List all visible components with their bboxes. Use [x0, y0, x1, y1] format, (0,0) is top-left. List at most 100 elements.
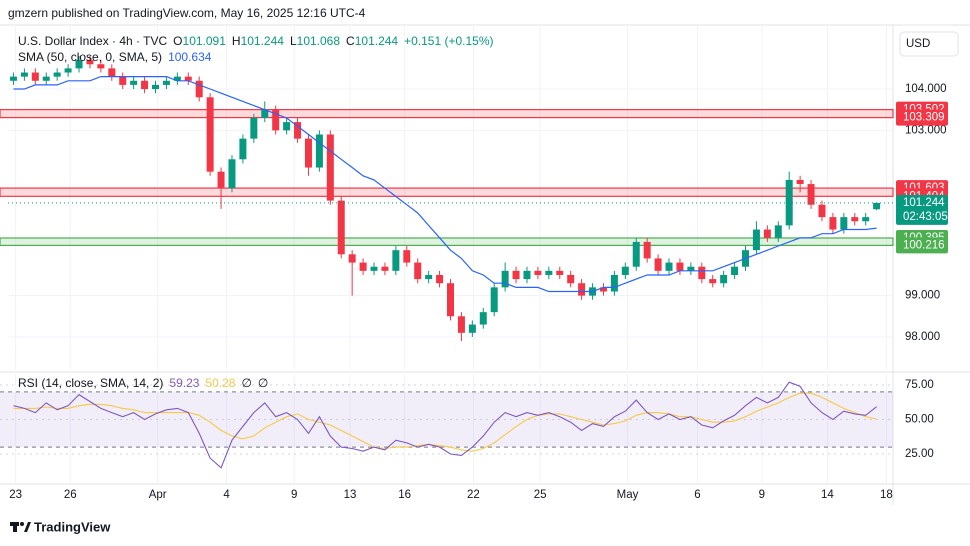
candle-body: [479, 312, 487, 325]
legend-text: +0.151 (+0.15%): [404, 34, 493, 48]
x-tick-label: 13: [344, 489, 357, 501]
legend-text: 100.634: [168, 50, 212, 64]
candle-body: [162, 80, 170, 85]
candle-body: [610, 274, 618, 292]
candle-body: [239, 138, 247, 160]
candle-body: [381, 266, 389, 271]
candle-body: [643, 241, 651, 259]
candle-body: [31, 72, 39, 81]
candle-body: [840, 217, 848, 230]
candle-body: [152, 84, 159, 90]
price-tag: [896, 237, 948, 254]
y-tick-label: 99.000: [905, 290, 940, 302]
candle-body: [621, 266, 629, 275]
rsi-tick-label: 75.00: [905, 379, 934, 391]
legend-text: 101.091: [183, 34, 227, 48]
candle-body: [687, 266, 695, 271]
candle-body: [665, 262, 673, 271]
candle-body: [599, 287, 607, 292]
candle-body: [370, 266, 378, 271]
candle-body: [283, 122, 291, 131]
x-tick-label: 9: [291, 489, 297, 501]
candle-body: [206, 97, 214, 172]
legend-text: 101.068: [297, 34, 341, 48]
x-tick-label: May: [617, 489, 639, 501]
candle-body: [184, 76, 192, 81]
legend-text: ∅: [241, 376, 251, 390]
candle-body: [86, 60, 94, 65]
candle-body: [490, 287, 498, 313]
logo-dot: [20, 522, 24, 526]
candle-body: [567, 274, 575, 284]
candle-body: [436, 274, 444, 284]
candle-body: [709, 279, 717, 284]
candle-body: [807, 184, 815, 205]
legend-text: 50.28: [205, 376, 235, 390]
currency-button[interactable]: [899, 31, 959, 57]
candle-body: [315, 134, 323, 168]
candle-body: [64, 68, 72, 73]
price-tag: [896, 194, 948, 225]
zone: [0, 109, 894, 119]
candle-body: [523, 270, 531, 280]
legend-text: ∅: [258, 376, 268, 390]
rsi-line: [13, 381, 877, 469]
candle-body: [195, 80, 203, 98]
logo-stem: [13, 522, 17, 532]
candle-body: [796, 179, 804, 185]
x-tick-label: Apr: [149, 489, 167, 501]
candle-body: [654, 258, 662, 271]
candle-body: [403, 250, 411, 263]
candle-body: [632, 241, 640, 267]
brand: TradingView: [34, 519, 111, 534]
candle-body: [217, 171, 225, 189]
logo: [10, 522, 31, 532]
candle-body: [578, 283, 586, 296]
candle-body: [731, 266, 739, 275]
candle-body: [20, 72, 28, 77]
x-tick-label: 9: [759, 489, 765, 501]
legend-text: L: [290, 34, 297, 48]
candle-body: [304, 138, 312, 168]
candle-body: [392, 250, 400, 271]
countdown: 02:43:05: [903, 211, 948, 223]
legend-text: O: [173, 34, 182, 48]
legend-text: 59.23: [169, 376, 199, 390]
x-tick-label: 16: [398, 489, 411, 501]
candle-body: [348, 254, 356, 263]
plot: [0, 55, 894, 469]
candle-body: [425, 274, 433, 280]
candle-body: [130, 80, 138, 85]
candle-body: [261, 109, 269, 118]
candle-body: [829, 217, 837, 230]
candle-body: [326, 134, 334, 201]
candle-body: [534, 270, 542, 275]
zone: [0, 187, 894, 197]
candle-body: [53, 72, 61, 77]
candle-body: [42, 76, 50, 81]
candle-body: [119, 76, 127, 85]
rsi-tick-label: 50.00: [905, 414, 934, 426]
candle-body: [97, 64, 105, 69]
candle-body: [414, 262, 422, 280]
candle-body: [774, 225, 782, 238]
x-tick-label: 22: [467, 489, 480, 501]
candle-body: [457, 316, 465, 333]
candle-body: [272, 109, 280, 131]
candle-body: [9, 76, 17, 81]
y-tick-label: 104.000: [905, 83, 947, 95]
candle-body: [337, 200, 345, 255]
y-tick-label: 98.000: [905, 331, 940, 343]
candle-body: [873, 202, 881, 210]
legend-text: 101.244: [241, 34, 285, 48]
x-tick-label: 26: [64, 489, 77, 501]
candle-body: [763, 229, 771, 238]
legend-text: U.S. Dollar Index · 4h · TVC: [18, 34, 167, 48]
axis: 23 26 Apr 4 9 13 16 22 25 May 6 9 14 18 104.000 103.000…: [9, 83, 948, 501]
currency[interactable]: USD: [906, 38, 930, 50]
candle-body: [862, 217, 870, 222]
legend-text: H: [232, 34, 241, 48]
logo-slash: [24, 522, 31, 532]
